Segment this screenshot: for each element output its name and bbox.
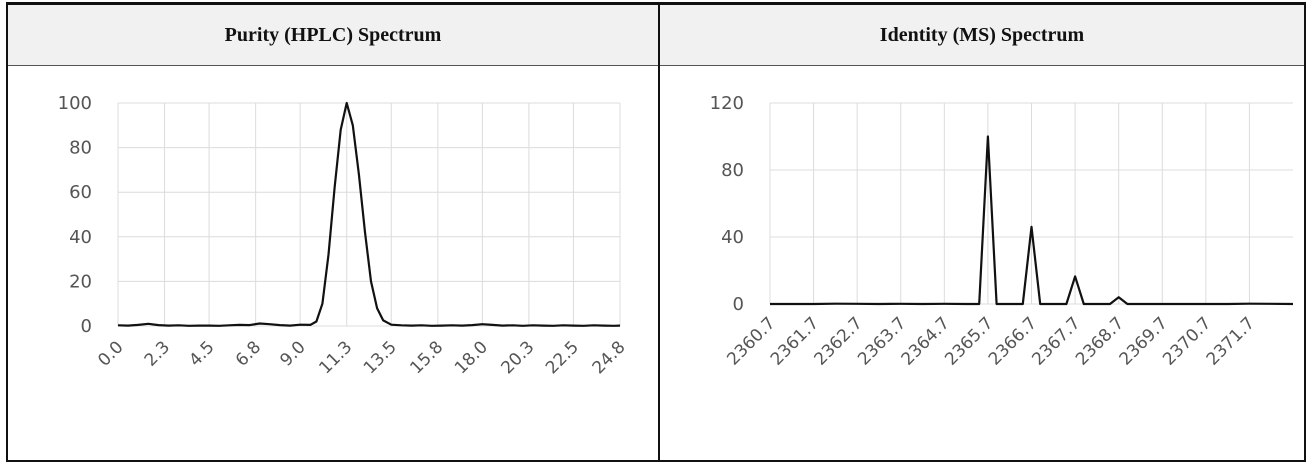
identity-ms-chart: 040801202360.72361.72362.72363.72364.723…	[710, 93, 1294, 370]
purity-spectrum-title: Purity (HPLC) Spectrum	[224, 24, 442, 46]
x-tick-label: 2364.7	[898, 313, 954, 369]
column-divider	[658, 5, 660, 460]
series-line	[770, 135, 1294, 306]
y-tick-label: 40	[69, 227, 92, 248]
y-tick-label: 0	[733, 294, 744, 315]
series-line	[117, 101, 621, 327]
y-tick-label: 80	[721, 160, 744, 181]
x-tick-label: 18.0	[451, 337, 492, 378]
identity-spectrum-title: Identity (MS) Spectrum	[879, 24, 1085, 46]
x-tick-label: 4.5	[185, 337, 218, 370]
y-tick-label: 20	[69, 271, 92, 292]
x-tick-label: 15.8	[406, 337, 447, 378]
x-tick-label: 2367.7	[1028, 313, 1084, 369]
y-tick-label: 40	[721, 227, 744, 248]
x-tick-label: 2363.7	[854, 313, 910, 369]
x-tick-label: 24.8	[589, 337, 630, 378]
spectra-table: Purity (HPLC) Spectrum Identity (MS) Spe…	[6, 2, 1306, 462]
y-tick-label: 60	[69, 182, 92, 203]
x-tick-label: 20.3	[498, 337, 539, 378]
table-header-row: Purity (HPLC) Spectrum Identity (MS) Spe…	[8, 5, 1304, 66]
x-tick-label: 11.3	[315, 337, 356, 378]
x-tick-label: 2370.7	[1159, 313, 1215, 369]
x-tick-label: 2365.7	[941, 313, 997, 369]
purity-chart-panel: 0 20 40 60 80 100 0.0 2.3 4.5 6.8 9.0 11.3 13.5 15.8 1…	[8, 66, 658, 461]
x-tick-label: 2366.7	[985, 313, 1041, 369]
x-tick-label: 2360.7	[723, 313, 779, 369]
x-tick-label: 0.0	[94, 337, 127, 370]
x-tick-label: 2369.7	[1116, 313, 1172, 369]
x-tick-label: 2368.7	[1072, 313, 1128, 369]
y-tick-label: 80	[69, 138, 92, 159]
x-tick-label: 2362.7	[810, 313, 866, 369]
x-tick-label: 6.8	[232, 337, 265, 370]
identity-chart-panel: 0 40 80 120 2360.7 2361.7 2362.7 2363.7 2364.7 23…	[660, 66, 1304, 461]
x-tick-label: 22.5	[542, 337, 583, 378]
y-tick-label: 120	[710, 93, 744, 114]
y-tick-label: 0	[81, 316, 92, 337]
y-tick-label: 100	[58, 93, 92, 114]
x-tick-label: 2.3	[141, 337, 174, 370]
purity-hplc-chart: 0 20 40 60 80 100 0.0 2.3 4.5 6.8 9.0 11.3 13.5 15.8 1…	[58, 93, 630, 378]
x-tick-label: 2361.7	[767, 313, 823, 369]
x-tick-label: 9.0	[276, 337, 309, 370]
x-tick-label: 2371.7	[1203, 313, 1259, 369]
x-tick-label: 13.5	[360, 337, 401, 378]
